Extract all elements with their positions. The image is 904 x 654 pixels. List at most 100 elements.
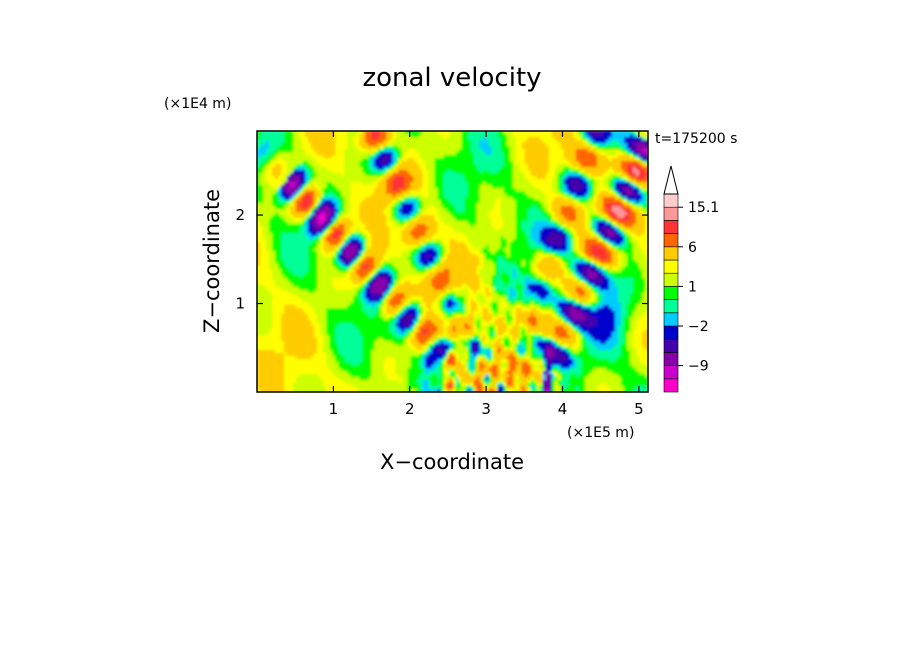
field-cell	[509, 242, 514, 246]
field-cell	[461, 182, 466, 186]
field-cell	[449, 173, 454, 177]
field-cell	[560, 200, 565, 204]
field-cell	[467, 242, 472, 246]
field-cell	[485, 233, 490, 237]
field-cell	[356, 209, 360, 213]
field-cell	[368, 143, 372, 147]
field-cell	[503, 155, 508, 159]
field-cell	[533, 176, 538, 180]
field-cell	[305, 239, 309, 243]
field-cell	[365, 224, 369, 228]
field-cell	[296, 179, 300, 183]
field-cell	[455, 194, 460, 198]
field-cell	[470, 137, 475, 141]
field-cell	[377, 200, 381, 204]
field-cell	[362, 158, 366, 162]
field-cell	[383, 164, 387, 168]
field-cell	[515, 191, 520, 195]
field-cell	[377, 173, 381, 177]
field-cell	[311, 245, 315, 249]
field-cell	[632, 173, 637, 177]
field-cell	[521, 173, 526, 177]
field-cell	[284, 158, 288, 162]
field-cell	[503, 167, 508, 171]
field-cell	[278, 131, 282, 135]
field-cell	[404, 161, 408, 165]
field-cell	[512, 218, 517, 222]
field-cell	[635, 215, 640, 219]
field-cell	[344, 152, 348, 156]
field-cell	[464, 149, 469, 153]
field-cell	[269, 242, 273, 246]
field-cell	[359, 149, 363, 153]
field-cell	[635, 236, 640, 240]
field-cell	[407, 230, 411, 234]
field-cell	[452, 227, 457, 231]
field-cell	[518, 167, 523, 171]
field-cell	[599, 176, 604, 180]
field-cell	[320, 173, 324, 177]
field-cell	[605, 143, 610, 147]
field-cell	[458, 233, 463, 237]
field-cell	[332, 161, 336, 165]
field-cell	[644, 197, 648, 201]
field-cell	[551, 209, 556, 213]
field-cell	[614, 176, 619, 180]
field-cell	[278, 149, 282, 153]
field-cell	[602, 221, 607, 225]
field-cell	[455, 242, 460, 246]
field-cell	[617, 188, 622, 192]
field-cell	[581, 215, 586, 219]
field-cell	[440, 242, 445, 246]
field-cell	[395, 194, 399, 198]
field-cell	[632, 230, 637, 234]
field-cell	[515, 203, 520, 207]
field-cell	[443, 176, 448, 180]
field-cell	[350, 200, 354, 204]
field-cell	[530, 200, 535, 204]
field-cell	[548, 239, 553, 243]
field-cell	[629, 227, 634, 231]
field-cell	[419, 218, 424, 222]
field-cell	[449, 143, 454, 147]
field-cell	[302, 170, 306, 174]
field-cell	[329, 176, 333, 180]
field-cell	[455, 209, 460, 213]
field-cell	[545, 191, 550, 195]
field-cell	[509, 140, 514, 144]
field-cell	[302, 209, 306, 213]
field-cell	[368, 188, 372, 192]
field-cell	[467, 230, 472, 234]
field-cell	[644, 164, 648, 168]
field-cell	[347, 242, 351, 246]
field-cell	[419, 212, 424, 216]
field-cell	[527, 242, 532, 246]
field-cell	[455, 182, 460, 186]
field-cell	[473, 146, 478, 150]
field-cell	[317, 200, 321, 204]
field-cell	[518, 143, 523, 147]
field-cell	[521, 164, 526, 168]
field-cell	[290, 179, 294, 183]
field-cell	[296, 134, 300, 138]
field-cell	[440, 224, 445, 228]
field-cell	[596, 224, 601, 228]
field-cell	[290, 236, 294, 240]
field-cell	[293, 242, 297, 246]
field-cell	[371, 215, 375, 219]
field-cell	[560, 212, 565, 216]
field-cell	[335, 242, 339, 246]
field-cell	[389, 227, 393, 231]
field-cell	[353, 146, 357, 150]
field-cell	[479, 233, 484, 237]
field-cell	[293, 209, 297, 213]
field-cell	[380, 167, 384, 171]
field-cell	[410, 212, 414, 216]
field-cell	[557, 221, 562, 225]
field-cell	[476, 134, 481, 138]
field-cell	[542, 140, 547, 144]
field-cell	[287, 188, 291, 192]
field-cell	[545, 197, 550, 201]
field-cell	[383, 152, 387, 156]
field-cell	[332, 224, 336, 228]
